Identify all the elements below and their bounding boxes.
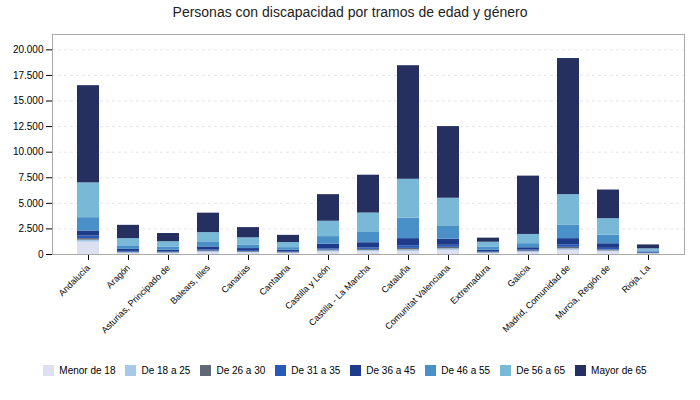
svg-text:Castilla y León: Castilla y León: [283, 262, 332, 312]
svg-text:Murcia, Región de: Murcia, Región de: [553, 263, 612, 322]
svg-text:Castilla - La Mancha: Castilla - La Mancha: [307, 263, 372, 328]
svg-text:12.500: 12.500: [13, 121, 44, 132]
svg-text:Comunitat Valenciana: Comunitat Valenciana: [383, 263, 452, 332]
svg-text:Extremadura: Extremadura: [448, 263, 492, 307]
svg-text:Cataluña: Cataluña: [379, 263, 412, 296]
svg-text:20.000: 20.000: [13, 44, 44, 55]
svg-text:Canarias: Canarias: [219, 262, 252, 295]
html-text:De 36 a 45: De 36 a 45: [366, 365, 416, 376]
html-text:De 46 a 55: De 46 a 55: [441, 365, 491, 376]
svg-text:Asturias, Principado de: Asturias, Principado de: [99, 263, 172, 336]
svg-text:Balears, Illes: Balears, Illes: [168, 262, 212, 306]
html-text:De 56 a 65: De 56 a 65: [516, 365, 566, 376]
svg-text:5.000: 5.000: [18, 198, 43, 209]
html-text:De 31 a 35: De 31 a 35: [291, 365, 341, 376]
svg-text:Madrid, Comunidad de: Madrid, Comunidad de: [500, 263, 571, 334]
svg-text:7.500: 7.500: [18, 172, 43, 183]
svg-text:Galicia: Galicia: [505, 263, 532, 290]
svg-text:2.500: 2.500: [18, 223, 43, 234]
svg-text:Cantabria: Cantabria: [257, 263, 292, 298]
html-text:De 18 a 25: De 18 a 25: [141, 365, 191, 376]
svg-text:17.500: 17.500: [13, 70, 44, 81]
svg-text:15.000: 15.000: [13, 95, 44, 106]
svg-text:Andalucía: Andalucía: [57, 263, 92, 298]
html-text:Menor de 18: Menor de 18: [59, 365, 116, 376]
svg-text:Aragón: Aragón: [104, 263, 132, 291]
html-text:Mayor de 65: Mayor de 65: [591, 365, 647, 376]
html-text:De 26 a 30: De 26 a 30: [216, 365, 266, 376]
svg-text:10.000: 10.000: [13, 146, 44, 157]
html-text:Personas con discapacidad por: Personas con discapacidad por tramos de …: [172, 4, 528, 20]
svg-text:0: 0: [38, 249, 44, 260]
svg-text:Rioja, La: Rioja, La: [620, 263, 652, 295]
